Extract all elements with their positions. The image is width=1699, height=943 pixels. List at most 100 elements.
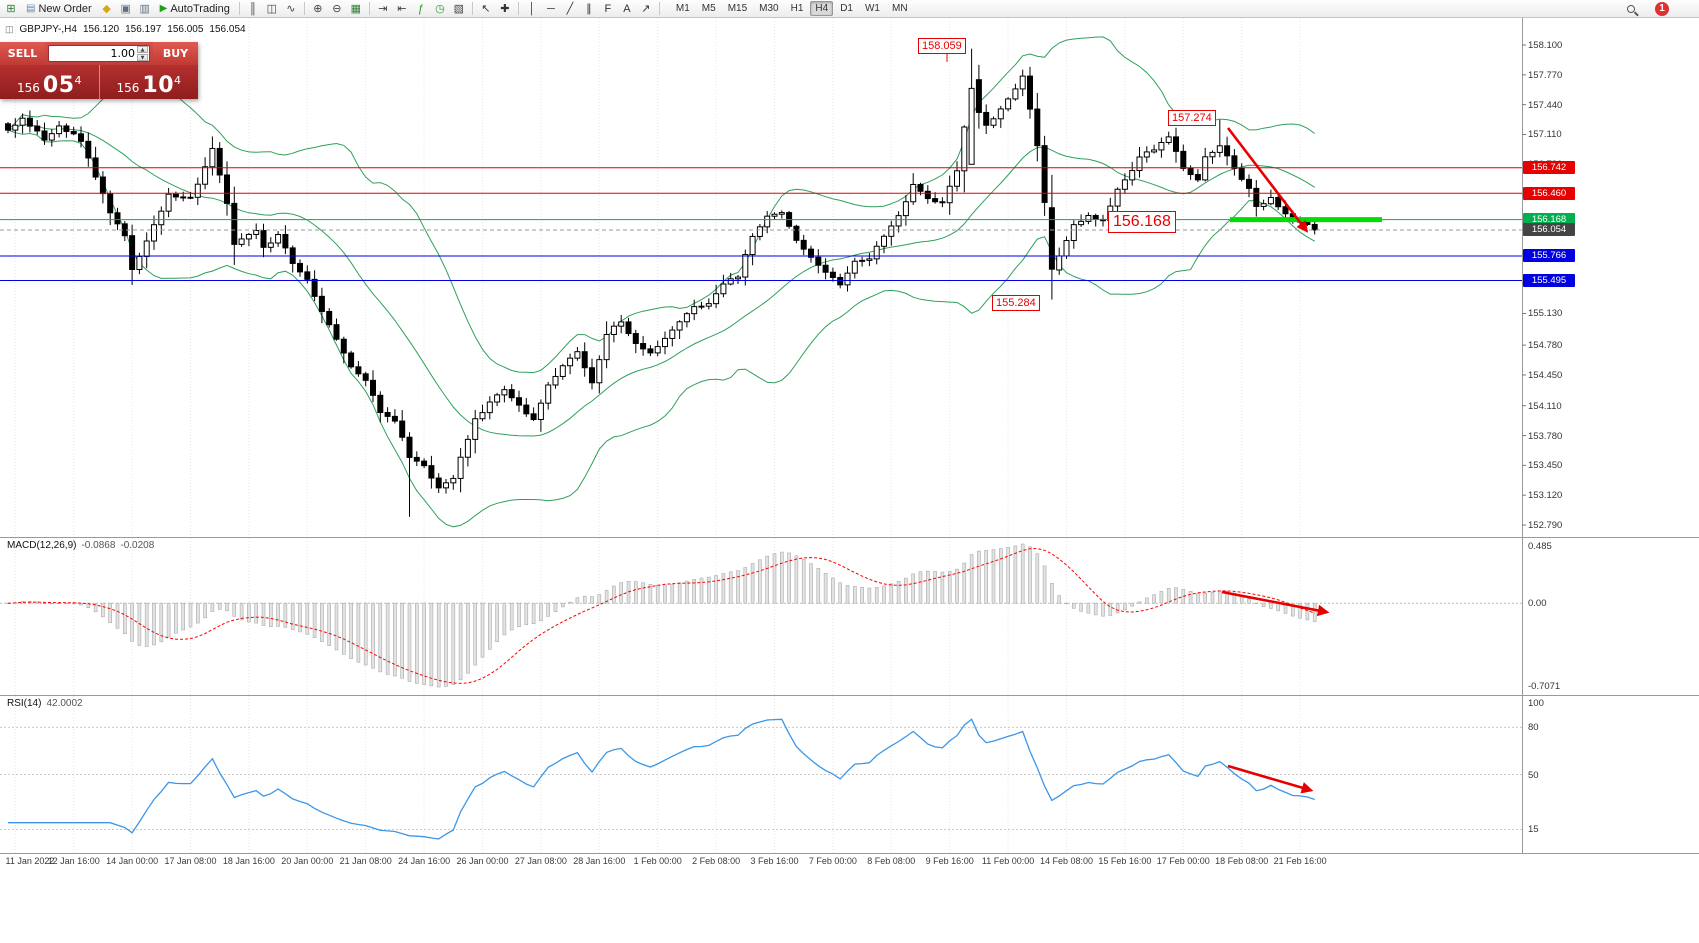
- price-callout-157.274[interactable]: 157.274: [1168, 110, 1216, 126]
- price-axis-tick: 158.100: [1528, 40, 1563, 51]
- time-axis-label: 1 Feb 00:00: [633, 856, 682, 866]
- rsi-panel: [0, 718, 1522, 840]
- templates-button[interactable]: ▧: [450, 1, 468, 17]
- metaeditor-button[interactable]: ◆: [98, 1, 116, 17]
- price-tag-156.742: 156.742: [1523, 161, 1575, 175]
- bar-open: 156.120: [82, 24, 120, 35]
- volume-up-button[interactable]: ▲: [137, 46, 148, 53]
- volume-field[interactable]: 1.00 ▲ ▼: [45, 42, 153, 65]
- chart-canvas[interactable]: [0, 18, 1699, 943]
- timeframe-m1-button[interactable]: M1: [675, 3, 690, 14]
- timeframe-m5-button[interactable]: M5: [701, 3, 716, 14]
- time-axis-label: 21 Jan 08:00: [339, 856, 392, 866]
- zoom-out-button[interactable]: ⊖: [328, 1, 346, 17]
- trendline-button[interactable]: ╱: [561, 1, 579, 17]
- price-callout-158.059[interactable]: 158.059: [918, 38, 966, 54]
- timeframe-m30-button[interactable]: M30: [759, 3, 779, 14]
- rsi-name: RSI(14): [7, 698, 42, 709]
- autotrading-button[interactable]: ▶ AutoTrading: [155, 1, 235, 17]
- new-order-button[interactable]: ▤ New Order: [21, 1, 97, 17]
- bar-close: 156.054: [209, 24, 246, 35]
- rsi-label: RSI(14) 42.0002: [7, 698, 83, 709]
- horizontal-line-button[interactable]: ─: [542, 1, 560, 17]
- volume-spinner: ▲ ▼: [137, 46, 148, 61]
- candlestick-chart-button[interactable]: ◫: [263, 1, 281, 17]
- magnifier-glyph: [1627, 4, 1635, 13]
- time-axis-label: 2 Feb 08:00: [692, 856, 741, 866]
- new-chart-button[interactable]: ⊞: [2, 1, 20, 17]
- notification-badge[interactable]: 1: [1655, 1, 1669, 16]
- trend-arrow-3[interactable]: [1227, 764, 1314, 794]
- fibonacci-button[interactable]: F: [599, 1, 617, 17]
- search-icon[interactable]: [1622, 1, 1640, 17]
- time-axis-label: 7 Feb 00:00: [808, 856, 857, 866]
- candlestick-mini-icon: ◫: [5, 24, 14, 34]
- sell-button[interactable]: SELL: [0, 42, 45, 65]
- periods-button[interactable]: ◷: [431, 1, 449, 17]
- timeframe-d1-button[interactable]: D1: [840, 3, 853, 14]
- rsi-line: [8, 718, 1315, 840]
- tile-windows-icon: ▦: [350, 3, 362, 15]
- chart-shift-button[interactable]: ⇤: [393, 1, 411, 17]
- macd-name: MACD(12,26,9): [7, 540, 77, 551]
- terminal-button[interactable]: ▣: [117, 1, 135, 17]
- zoom-in-icon: ⊕: [313, 3, 323, 15]
- bar-high: 156.197: [125, 24, 162, 35]
- trend-arrow-2[interactable]: [1221, 590, 1330, 617]
- ask-price[interactable]: 156 10 4: [100, 65, 199, 99]
- timeframe-h4-button[interactable]: H4: [810, 1, 834, 16]
- zoom-in-button[interactable]: ⊕: [309, 1, 327, 17]
- timeframe-h1-button[interactable]: H1: [790, 3, 804, 14]
- time-axis-label: 26 Jan 00:00: [456, 856, 509, 866]
- time-axis-label: 3 Feb 16:00: [750, 856, 799, 866]
- chart-window[interactable]: ◫ GBPJPY-,H4 156.120 156.197 156.005 156…: [0, 18, 1699, 943]
- auto-scroll-button[interactable]: ⇥: [374, 1, 392, 17]
- time-axis-label: 21 Feb 16:00: [1273, 856, 1327, 866]
- timeframe-mn-button[interactable]: MN: [891, 3, 908, 14]
- bar-chart-icon: ║: [248, 2, 257, 15]
- bid-pips: 05: [42, 73, 75, 98]
- price-axis-tick: 154.450: [1528, 369, 1563, 381]
- line-chart-icon: ∿: [286, 3, 296, 15]
- crosshair-button[interactable]: ✚: [496, 1, 514, 17]
- macd-panel: [0, 543, 1522, 688]
- cursor-icon: ↖: [481, 3, 491, 15]
- price-axis-tick: 154.110: [1528, 400, 1562, 412]
- price-callout-156.168[interactable]: 156.168: [1108, 211, 1176, 233]
- time-axis-label: 12 Jan 16:00: [47, 856, 100, 866]
- channel-button[interactable]: ∥: [580, 1, 598, 17]
- rsi-axis-50: 50: [1528, 769, 1539, 781]
- horizontal-line-icon: ─: [546, 2, 555, 15]
- cursor-button[interactable]: ↖: [477, 1, 495, 17]
- indicators-button[interactable]: ƒ: [412, 1, 430, 17]
- periods-icon: ◷: [435, 3, 445, 15]
- bar-chart-button[interactable]: ║: [244, 1, 262, 17]
- candles: [5, 48, 1318, 517]
- trendline-icon: ╱: [566, 3, 574, 15]
- rsi-axis-15: 15: [1528, 824, 1539, 836]
- macd-axis-zero: 0.00: [1528, 598, 1547, 610]
- strategy-tester-icon: ▥: [139, 3, 150, 15]
- rsi-value: 42.0002: [46, 698, 83, 709]
- price-axis-tick: 155.130: [1528, 308, 1563, 320]
- bid-price[interactable]: 156 05 4: [0, 65, 100, 99]
- time-axis-label: 20 Jan 00:00: [281, 856, 334, 866]
- tile-windows-button[interactable]: ▦: [347, 1, 365, 17]
- bid-point: 4: [74, 74, 82, 87]
- trend-arrow-1[interactable]: [1226, 127, 1309, 233]
- text-button[interactable]: A: [618, 1, 636, 17]
- line-chart-button[interactable]: ∿: [282, 1, 300, 17]
- volume-down-button[interactable]: ▼: [137, 54, 148, 61]
- time-axis-label: 17 Jan 08:00: [164, 856, 217, 866]
- templates-icon: ▧: [453, 3, 465, 15]
- volume-input[interactable]: 1.00 ▲ ▼: [48, 45, 150, 62]
- arrows-button[interactable]: ↗: [637, 1, 655, 17]
- timeframe-m15-button[interactable]: M15: [727, 3, 748, 14]
- buy-button[interactable]: BUY: [153, 42, 198, 65]
- ask-pips: 10: [142, 73, 175, 98]
- strategy-tester-button[interactable]: ▥: [136, 1, 154, 17]
- price-callout-155.284[interactable]: 155.284: [992, 295, 1040, 311]
- indicators-icon: ƒ: [417, 2, 424, 15]
- vertical-line-button[interactable]: │: [523, 1, 541, 17]
- timeframe-w1-button[interactable]: W1: [864, 3, 880, 14]
